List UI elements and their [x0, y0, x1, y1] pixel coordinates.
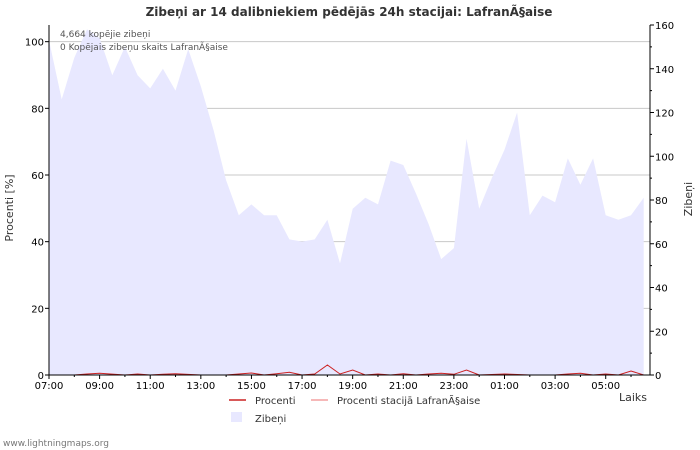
tick-label-x-9: 01:00 [490, 381, 519, 392]
tick-label-x-7: 21:00 [389, 381, 418, 392]
chart-title: Zibeņi ar 14 dalibniekiem pēdējās 24h st… [146, 4, 553, 19]
tick-label-x-0: 07:00 [35, 381, 64, 392]
legend-label-station-percent: Procenti stacijā LafranÃ§aise [337, 394, 480, 407]
axes: 0 20 40 60 80 100 0 20 40 60 80 100 120 140 160 07:00 09… [25, 21, 674, 392]
annotation-total: 4,664 kopējie zibeņi [60, 30, 150, 40]
tick-label-left-60: 60 [31, 171, 44, 182]
tick-label-x-11: 05:00 [591, 381, 620, 392]
tick-label-x-2: 11:00 [136, 381, 165, 392]
lightning-area [49, 29, 644, 376]
legend-swatch-lightning [231, 412, 242, 422]
tick-label-right-0: 0 [655, 371, 661, 382]
series-lightning-area [49, 29, 644, 376]
tick-label-right-40: 40 [655, 284, 668, 295]
tick-label-x-6: 19:00 [338, 381, 367, 392]
tick-label-right-80: 80 [655, 196, 668, 207]
tick-label-left-100: 100 [25, 38, 44, 49]
legend-label-lightning: Zibeņi [255, 414, 286, 425]
tick-label-x-3: 13:00 [186, 381, 215, 392]
tick-label-right-20: 20 [655, 327, 668, 338]
tick-label-right-60: 60 [655, 240, 668, 251]
tick-label-x-4: 15:00 [237, 381, 266, 392]
annotation-station: 0 Kopējais zibeņu skaits LafranÃ§aise [60, 42, 228, 53]
tick-label-right-160: 160 [655, 21, 674, 32]
tick-label-x-8: 23:00 [439, 381, 468, 392]
y-axis-left-label: Procenti [%] [3, 174, 16, 241]
tick-label-left-40: 40 [31, 238, 44, 249]
y-axis-right-label: Zibeņi [682, 182, 695, 216]
tick-label-left-80: 80 [31, 104, 44, 115]
tick-label-right-100: 100 [655, 152, 674, 163]
tick-label-right-140: 140 [655, 65, 674, 76]
tick-label-x-10: 03:00 [541, 381, 570, 392]
legend: Procenti Procenti stacijā LafranÃ§aise Zib… [229, 394, 480, 425]
tick-label-left-20: 20 [31, 304, 44, 315]
tick-label-x-5: 17:00 [288, 381, 317, 392]
footer-site: www.lightningmaps.org [3, 439, 109, 449]
tick-label-right-120: 120 [655, 109, 674, 120]
x-axis-label: Laiks [619, 391, 647, 404]
legend-label-percent: Procenti [255, 396, 296, 407]
tick-label-left-0: 0 [38, 371, 44, 382]
tick-label-x-1: 09:00 [85, 381, 114, 392]
